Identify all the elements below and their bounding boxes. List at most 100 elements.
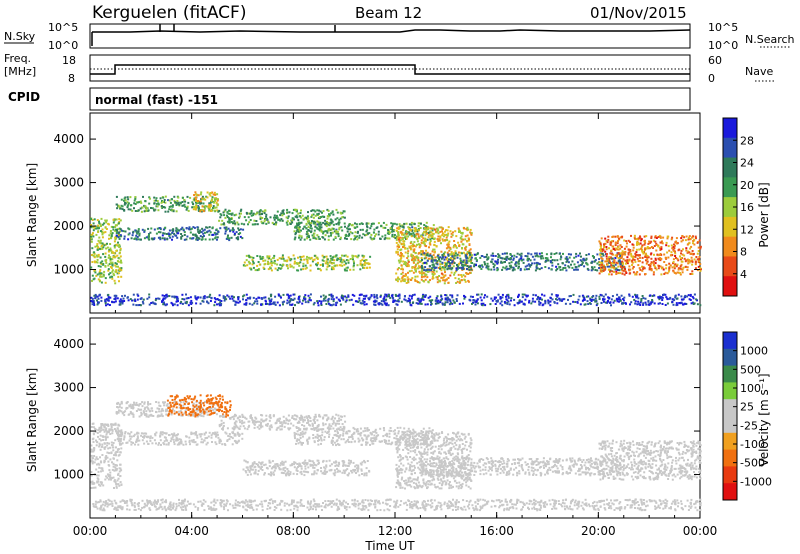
- data-cell: [175, 227, 178, 230]
- data-cell: [434, 259, 436, 262]
- data-cell: [310, 222, 313, 224]
- data-cell: [313, 301, 316, 304]
- data-cell: [325, 222, 328, 225]
- data-cell: [324, 234, 327, 237]
- data-cell: [408, 270, 411, 273]
- data-cell: [544, 266, 547, 268]
- data-cell: [158, 410, 161, 413]
- data-cell: [163, 303, 166, 306]
- data-cell: [120, 259, 122, 262]
- data-cell: [691, 273, 694, 275]
- data-cell: [640, 299, 643, 302]
- data-cell: [515, 255, 518, 258]
- data-cell: [118, 267, 121, 270]
- data-cell: [113, 479, 116, 482]
- data-cell: [105, 247, 108, 250]
- data-cell: [242, 295, 244, 298]
- data-cell: [443, 254, 446, 257]
- data-cell: [591, 298, 594, 301]
- data-cell: [663, 253, 666, 256]
- data-cell: [669, 264, 672, 267]
- data-cell: [92, 426, 95, 429]
- data-cell: [598, 272, 601, 275]
- data-cell: [201, 407, 204, 410]
- data-cell: [93, 302, 95, 305]
- data-cell: [138, 232, 141, 235]
- data-cell: [252, 214, 255, 217]
- data-cell: [134, 210, 137, 212]
- data-cell: [110, 236, 113, 239]
- freq-tick-bottom: 8: [68, 72, 75, 85]
- data-cell: [102, 246, 105, 249]
- data-cell: [137, 209, 140, 212]
- data-cell: [430, 259, 433, 262]
- data-cell: [213, 209, 216, 212]
- data-cell: [366, 233, 369, 236]
- data-cell: [273, 259, 276, 262]
- data-cell: [109, 276, 112, 279]
- data-cell: [222, 295, 225, 298]
- data-cell: [446, 251, 449, 254]
- data-cell: [671, 266, 674, 269]
- data-cell: [223, 226, 226, 229]
- data-cell: [635, 272, 638, 275]
- data-cell: [440, 257, 443, 260]
- data-cell: [692, 252, 695, 255]
- data-cell: [445, 263, 447, 265]
- data-cell: [120, 469, 123, 472]
- data-cell: [95, 274, 98, 277]
- data-cell: [256, 255, 259, 257]
- data-cell: [100, 467, 103, 470]
- data-cell: [171, 209, 174, 212]
- data-cell: [425, 249, 427, 252]
- data-cell: [473, 265, 476, 268]
- data-cell: [115, 411, 118, 413]
- data-cell: [92, 432, 95, 435]
- data-cell: [100, 423, 103, 425]
- data-cell: [449, 267, 452, 270]
- data-cell: [282, 263, 284, 266]
- data-cell: [418, 244, 421, 246]
- data-cell: [628, 294, 631, 297]
- data-cell: [344, 295, 347, 298]
- data-cell: [417, 299, 420, 302]
- data-cell: [443, 282, 446, 285]
- data-cell: [429, 254, 432, 257]
- data-cell: [199, 296, 202, 299]
- data-cell: [229, 297, 232, 300]
- data-cell: [237, 227, 240, 230]
- data-cell: [468, 271, 471, 274]
- data-cell: [314, 225, 317, 228]
- data-cell: [427, 254, 430, 257]
- data-cell: [267, 220, 270, 223]
- nsky-tick-top: 10^5: [48, 21, 78, 34]
- data-cell: [192, 198, 195, 201]
- data-cell: [318, 225, 321, 228]
- data-cell: [205, 226, 208, 229]
- data-cell: [215, 402, 218, 405]
- data-cell: [599, 242, 602, 245]
- data-cell: [652, 246, 654, 249]
- data-cell: [411, 256, 414, 259]
- data-cell: [326, 231, 329, 234]
- data-cell: [357, 301, 360, 303]
- data-cell: [490, 260, 493, 263]
- data-cell: [647, 247, 650, 250]
- data-cell: [361, 228, 364, 231]
- data-cell: [261, 210, 264, 213]
- data-cell: [441, 303, 444, 306]
- data-cell: [110, 423, 113, 426]
- data-cell: [411, 226, 414, 229]
- data-cell: [592, 256, 595, 259]
- data-cell: [600, 302, 603, 304]
- nsearch-tick-bottom: 10^0: [708, 39, 738, 52]
- data-cell: [407, 278, 410, 281]
- data-cell: [661, 296, 664, 299]
- data-cell: [520, 259, 523, 262]
- data-cell: [292, 266, 295, 269]
- data-cell: [583, 265, 586, 268]
- data-cell: [93, 447, 96, 450]
- data-cell: [611, 270, 614, 273]
- data-cell: [626, 262, 629, 265]
- data-cell: [323, 215, 326, 218]
